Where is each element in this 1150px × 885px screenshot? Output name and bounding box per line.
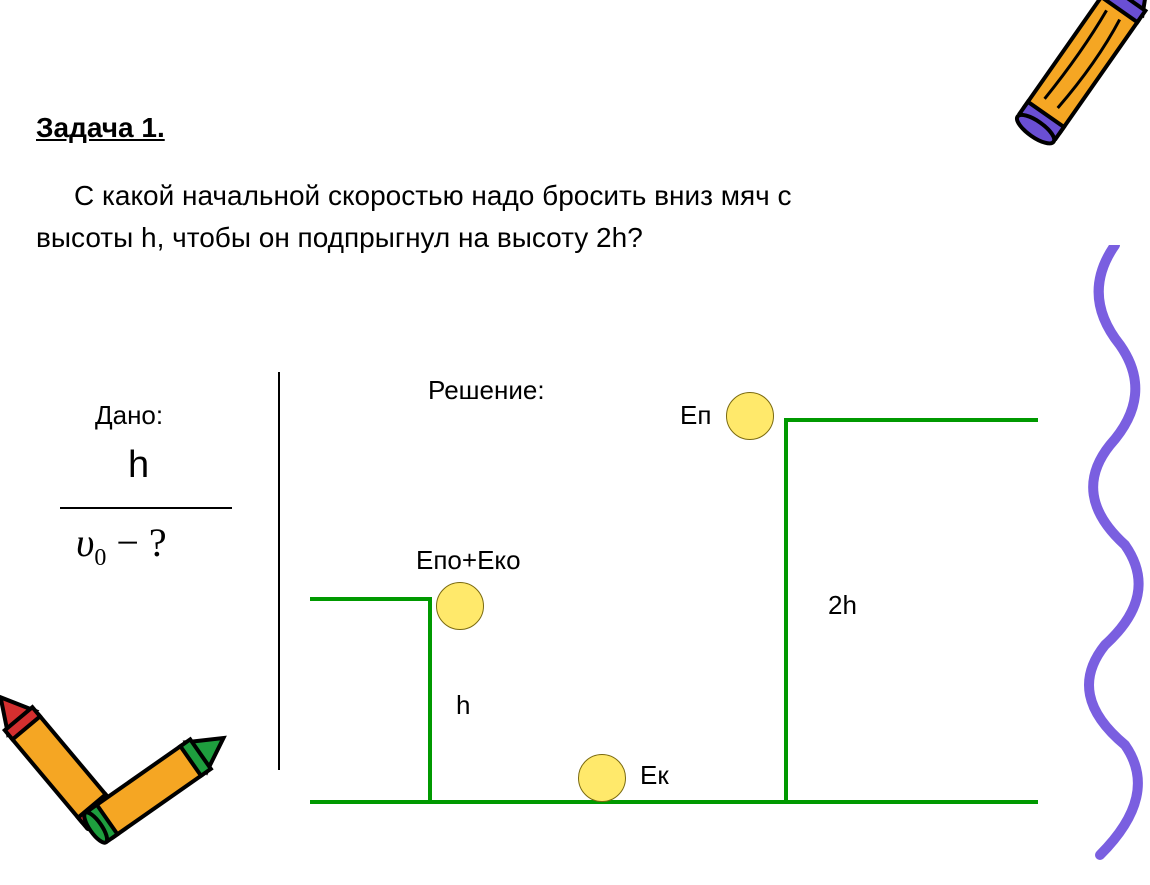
given-label: Дано: — [95, 400, 163, 431]
crayon-top-right-icon — [970, 0, 1150, 225]
find-v0-text: υ0 − ? — [76, 520, 167, 565]
platform2-top — [784, 418, 1038, 422]
squiggle-icon — [1070, 245, 1150, 870]
platform1-top — [310, 597, 432, 601]
solution-label: Решение: — [428, 375, 545, 406]
label-Ep: Еп — [680, 400, 711, 431]
ground-line — [310, 800, 1038, 804]
given-vline — [278, 372, 280, 770]
ball-ground — [578, 754, 626, 802]
problem-statement: С какой начальной скоростью надо бросить… — [36, 175, 896, 259]
ball-top — [726, 392, 774, 440]
crayons-bottom-left-icon — [0, 660, 240, 885]
label-2h: 2h — [828, 590, 857, 621]
label-Ek: Ек — [640, 760, 669, 791]
given-value-h: h — [128, 444, 149, 487]
platform2-vertical — [784, 418, 788, 800]
platform1-vertical — [428, 597, 432, 800]
ball-start — [436, 582, 484, 630]
problem-title: Задача 1. — [36, 112, 165, 144]
given-hline — [60, 507, 232, 509]
label-Epo-Eko: Епо+Еко — [416, 545, 521, 576]
find-v0: υ0 − ? — [76, 519, 167, 572]
label-h: h — [456, 690, 470, 721]
